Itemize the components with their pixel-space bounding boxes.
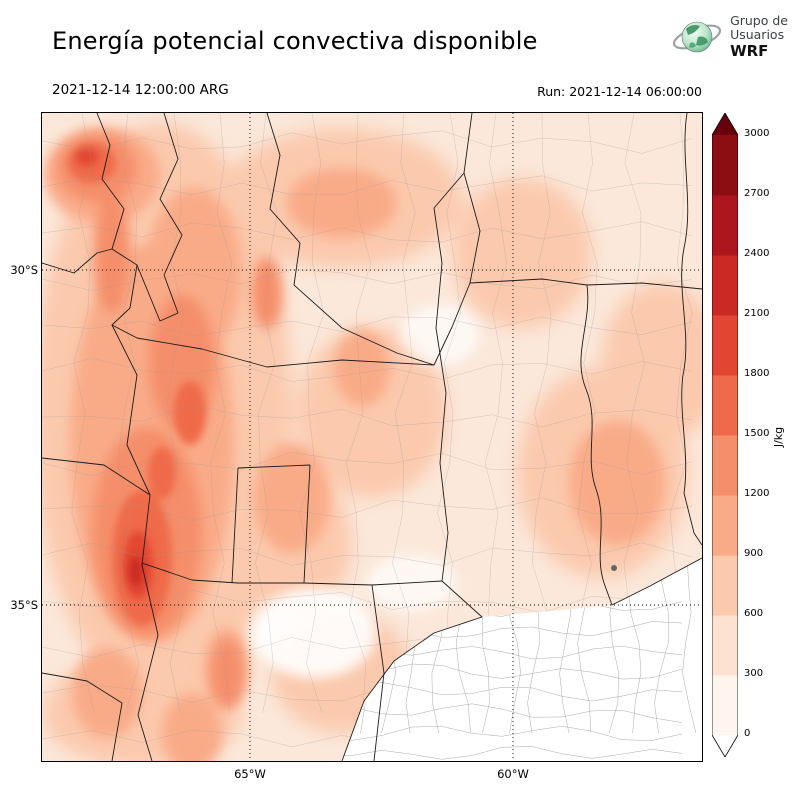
logo-text: Grupo de Usuarios WRF (730, 14, 788, 60)
colorbar-segments (712, 135, 738, 736)
colorbar-svg (711, 112, 739, 758)
colorbar-tick-label: 2700 (744, 188, 770, 199)
colorbar-tick-label: 0 (744, 728, 751, 739)
logo-text-wrf: WRF (730, 42, 769, 61)
colorbar-tick-label: 300 (744, 668, 764, 679)
city-marker (611, 565, 617, 571)
cape-map-svg (32, 112, 722, 773)
y-tick-35S: 35°S (10, 598, 38, 612)
colorbar: 0 300 600 900 1200 1500 1800 2100 2400 2700 3000 (711, 112, 800, 773)
colorbar-arrow-under (712, 735, 738, 757)
logo-text-grupo: Grupo de (730, 13, 788, 29)
colorbar-tick-label: 3000 (744, 128, 770, 139)
colorbar-tick-label: 1500 (744, 428, 770, 439)
map-canvas (32, 112, 722, 773)
wrf-logo: Grupo de Usuarios WRF (672, 14, 788, 60)
colorbar-tick-label: 1800 (744, 368, 770, 379)
colorbar-tick-label: 1200 (744, 488, 770, 499)
colorbar-tick-label: 2400 (744, 248, 770, 259)
gridlines-layer (42, 113, 702, 761)
x-tick-65W: 65°W (234, 767, 266, 781)
logo-text-usuarios: Usuarios (730, 27, 785, 43)
province-boundaries-layer (41, 112, 703, 762)
colorbar-arrow-over (712, 113, 738, 135)
run-time-label: Run: 2021-12-14 06:00:00 (537, 84, 702, 99)
x-tick-60W: 60°W (497, 767, 529, 781)
y-tick-30S: 30°S (10, 263, 38, 277)
cape-shading-layer (32, 123, 722, 773)
department-boundaries-layer (41, 112, 693, 749)
globe-icon (672, 21, 722, 53)
valid-time-label: 2021-12-14 12:00:00 ARG (52, 82, 229, 98)
colorbar-tick-label: 2100 (744, 308, 770, 319)
colorbar-unit-label: J/kg (772, 426, 785, 448)
page-title: Energía potencial convectiva disponible (52, 27, 538, 55)
colorbar-tick-label: 900 (744, 548, 764, 559)
colorbar-tick-label: 600 (744, 608, 764, 619)
